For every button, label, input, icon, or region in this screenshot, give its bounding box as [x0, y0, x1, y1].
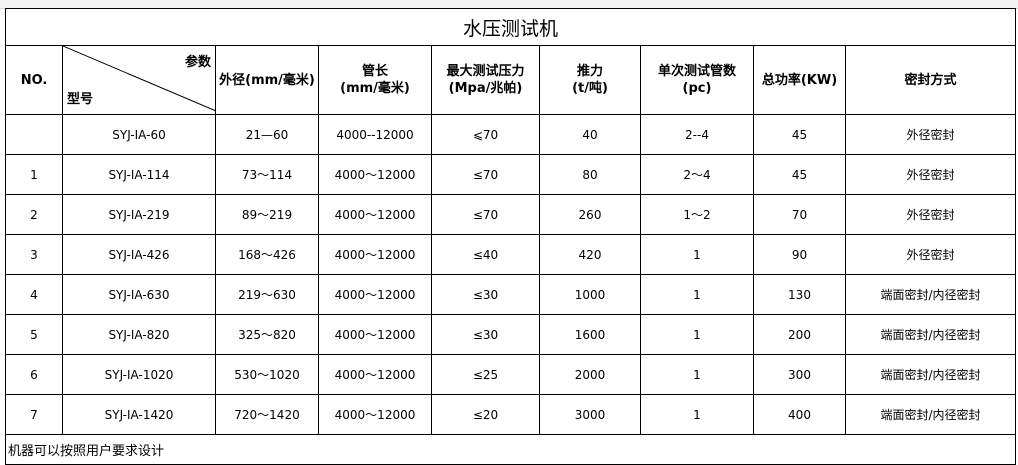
data-cell: 1	[5, 154, 63, 195]
data-row: 4 SYJ-ⅠA-630 219～630 4000～12000 ≤30 1000 1 130 端…	[5, 274, 1017, 315]
data-cell: SYJ-ⅠA-60	[62, 114, 216, 155]
data-cell: 45	[753, 154, 846, 195]
data-cell: 2--4	[640, 114, 754, 155]
data-cell: 端面密封/内径密封	[844, 274, 1017, 315]
data-row: 2 SYJ-ⅠA-219 89～219 4000～12000 ≤70 260 1～2 70 外径…	[5, 194, 1017, 235]
data-cell: 4000～12000	[318, 394, 432, 435]
data-cell: SYJ-ⅠA-1420	[62, 394, 216, 435]
data-cell: 4	[5, 274, 63, 315]
data-row: 5 SYJ-ⅠA-820 325～820 4000～12000 ≤30 1600 1 200 端…	[5, 314, 1017, 355]
data-cell: 端面密封/内径密封	[844, 314, 1017, 355]
data-cell: ≤70	[431, 154, 540, 195]
data-cell: 45	[753, 114, 846, 155]
data-cell: 4000～12000	[318, 194, 432, 235]
diagonal-header-cell: 参数 型号	[62, 45, 216, 115]
data-cell: 200	[753, 314, 846, 355]
data-cell: 90	[753, 234, 846, 275]
footer-note: 机器可以按照用户要求设计	[4, 434, 1017, 465]
data-cell: 530～1020	[215, 354, 319, 395]
data-cell	[5, 114, 63, 155]
header-row: NO. 参数 型号 外径(mm/毫米) 管长 (mm/毫米) 最大测试压力 (Mpa…	[5, 45, 1017, 115]
title-row: 水压测试机	[4, 8, 1017, 46]
data-cell: 219～630	[215, 274, 319, 315]
data-cell: SYJ-ⅠA-1020	[62, 354, 216, 395]
data-row: 1 SYJ-ⅠA-114 73～114 4000～12000 ≤70 80 2～4 45 外径密…	[5, 154, 1017, 195]
data-cell: ≤25	[431, 354, 540, 395]
data-cell: 325～820	[215, 314, 319, 355]
data-row: 3 SYJ-ⅠA-426 168～426 4000～12000 ≤40 420 1 90 外径密…	[5, 234, 1017, 275]
data-cell: 2	[5, 194, 63, 235]
data-cell: 1	[640, 234, 754, 275]
data-cell: 80	[539, 154, 641, 195]
data-cell: 420	[539, 234, 641, 275]
data-cell: 外径密封	[844, 114, 1017, 155]
header-label: 参数	[184, 55, 211, 70]
data-cell: 1000	[539, 274, 641, 315]
data-cell: 3000	[539, 394, 641, 435]
data-cell: SYJ-ⅠA-114	[62, 154, 216, 195]
header-cell: 总功率(KW)	[753, 45, 846, 115]
data-cell: 260	[539, 194, 641, 235]
header-cell: 管长 (mm/毫米)	[318, 45, 432, 115]
header-cell: 外径(mm/毫米)	[215, 45, 319, 115]
data-cell: 168～426	[215, 234, 319, 275]
data-cell: 300	[753, 354, 846, 395]
data-cell: 1600	[539, 314, 641, 355]
data-cell: SYJ-ⅠA-820	[62, 314, 216, 355]
data-cell: 外径密封	[844, 234, 1017, 275]
data-cell: 720～1420	[215, 394, 319, 435]
data-cell: ≤70	[431, 194, 540, 235]
data-row: 6 SYJ-ⅠA-1020 530～1020 4000～12000 ≤25 2000 1 30…	[5, 354, 1017, 395]
data-cell: SYJ-ⅠA-426	[62, 234, 216, 275]
data-cell: 1	[640, 274, 754, 315]
data-cell: 外径密封	[844, 154, 1017, 195]
header-cell: NO.	[5, 45, 63, 115]
header-cell: 单次测试管数 (pc)	[640, 45, 754, 115]
diagonal-line	[63, 46, 215, 111]
data-cell: 2～4	[640, 154, 754, 195]
header-label: 型号	[67, 92, 94, 107]
data-cell: 4000～12000	[318, 234, 432, 275]
data-cell: SYJ-ⅠA-219	[62, 194, 216, 235]
data-cell: ≤20	[431, 394, 540, 435]
data-cell: 400	[753, 394, 846, 435]
data-cell: 外径密封	[844, 194, 1017, 235]
data-row: 7 SYJ-ⅠA-1420 720～1420 4000～12000 ≤20 3000 1 40…	[5, 394, 1017, 435]
data-cell: 1	[640, 314, 754, 355]
data-cell: 2000	[539, 354, 641, 395]
data-cell: SYJ-ⅠA-630	[62, 274, 216, 315]
data-cell: ≤40	[431, 234, 540, 275]
data-cell: 1	[640, 354, 754, 395]
data-cell: 21—60	[215, 114, 319, 155]
data-cell: 3	[5, 234, 63, 275]
header-cell: 最大测试压力 (Mpa/兆帕)	[431, 45, 540, 115]
data-cell: 70	[753, 194, 846, 235]
data-cell: ⩽70	[431, 114, 540, 155]
data-row: SYJ-ⅠA-60 21—60 4000--12000 ⩽70 40 2--4 45 外径密封	[5, 114, 1017, 155]
data-cell: 4000～12000	[318, 354, 432, 395]
data-cell: 73～114	[215, 154, 319, 195]
data-cell: 130	[753, 274, 846, 315]
data-cell: 89～219	[215, 194, 319, 235]
data-cell: 5	[5, 314, 63, 355]
data-cell: 40	[539, 114, 641, 155]
data-cell: 端面密封/内径密封	[844, 394, 1017, 435]
data-cell: 4000～12000	[318, 274, 432, 315]
header-cell: 密封方式	[844, 45, 1017, 115]
header-cell: 推力 (t/吨)	[539, 45, 641, 115]
data-cell: 7	[5, 394, 63, 435]
data-cell: 4000～12000	[318, 314, 432, 355]
footer-row: 机器可以按照用户要求设计	[4, 434, 1017, 465]
data-cell: ≤30	[431, 274, 540, 315]
table-title: 水压测试机	[4, 8, 1017, 46]
data-cell: 6	[5, 354, 63, 395]
data-cell: 端面密封/内径密封	[844, 354, 1017, 395]
data-cell: 1～2	[640, 194, 754, 235]
data-cell: 1	[640, 394, 754, 435]
spec-table: 水压测试机 NO. 参数 型号 外径(mm/毫米) 管长 (mm/毫米) 最大测试压…	[4, 8, 1017, 465]
data-cell: ≤30	[431, 314, 540, 355]
data-cell: 4000～12000	[318, 154, 432, 195]
data-cell: 4000--12000	[318, 114, 432, 155]
